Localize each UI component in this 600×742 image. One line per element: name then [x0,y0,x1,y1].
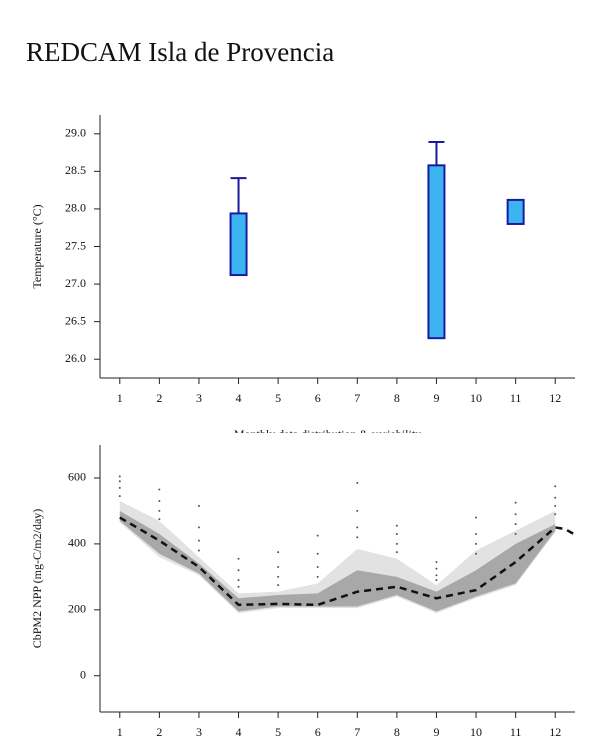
y-tick-label: 27.0 [65,276,86,290]
point [395,524,398,527]
point [118,486,121,489]
box [427,164,446,340]
point [316,575,319,578]
point [435,574,438,577]
point [197,504,200,507]
y-axis-label: CbPM2 NPP (mg-C/m2/day) [30,509,44,649]
x-tick-label: 9 [433,391,439,405]
x-tick-label: 12 [549,725,561,739]
point [514,523,517,526]
point [158,518,161,521]
point [277,565,280,568]
y-tick-label: 26.5 [65,313,86,327]
point [475,533,478,535]
x-tick-label: 10 [470,725,482,739]
x-tick-label: 7 [354,391,360,405]
point [158,500,161,503]
y-tick-label: 28.0 [65,201,86,215]
x-tick-label: 5 [275,391,281,405]
mean-line [119,516,576,607]
point [158,488,161,491]
point [158,509,161,512]
point [395,533,398,535]
band [119,510,556,612]
point [197,526,200,529]
x-axis-label: Monthly data distribution & variability [234,427,421,441]
point [237,557,240,560]
x-tick-label: 8 [394,391,400,405]
x-tick-label: 1 [117,391,123,405]
x-tick-label: 1 [117,725,123,739]
y-tick-label: 0 [80,667,86,681]
x-tick-label: 8 [394,725,400,739]
point [356,536,359,539]
point [118,495,121,498]
point [277,551,280,554]
x-tick-label: 12 [549,391,561,405]
point [356,526,359,529]
point [475,552,478,555]
point [475,516,478,519]
y-tick-label: 29.0 [65,126,86,140]
x-tick-label: 2 [156,391,162,405]
point [356,481,359,484]
point [554,513,557,516]
y-tick-label: 26.0 [65,351,86,365]
point [395,542,398,545]
box [506,198,525,225]
point [554,504,557,507]
y-tick-label: 200 [68,602,86,616]
point [395,551,398,554]
point [237,585,240,588]
point [554,485,557,488]
y-tick-label: 400 [68,536,86,550]
box [229,212,248,277]
point [118,475,121,478]
x-tick-label: 10 [470,391,482,405]
y-tick-label: 28.5 [65,163,86,177]
point [197,549,200,552]
point [316,534,319,537]
x-tick-label: 6 [315,391,321,405]
x-tick-label: 3 [196,391,202,405]
point [435,567,438,570]
point [356,509,359,512]
x-tick-label: 7 [354,725,360,739]
point [237,569,240,572]
x-tick-label: 3 [196,725,202,739]
band [119,501,556,614]
point [514,533,517,535]
point [435,579,438,582]
x-tick-label: 5 [275,725,281,739]
point [475,542,478,545]
point [514,501,517,504]
point [316,552,319,555]
point [554,496,557,499]
y-tick-label: 600 [68,470,86,484]
point [197,539,200,542]
temperature-chart: 26.026.527.027.528.028.529.01 2 3 4 5 6 7 8 9 10 1… [30,115,575,441]
x-tick-label: 4 [236,725,242,739]
point [435,561,438,564]
x-tick-label: 9 [433,725,439,739]
x-tick-label: 2 [156,725,162,739]
point [316,565,319,568]
y-axis-label: Temperature (°C) [30,204,44,288]
x-tick-label: 4 [236,391,242,405]
x-tick-label: 11 [510,391,522,405]
point [237,579,240,582]
x-tick-label: 11 [510,725,522,739]
page-title: REDCAM Isla de Provencia [26,37,334,67]
point [277,584,280,587]
y-tick-label: 27.5 [65,238,86,252]
x-tick-label: 6 [315,725,321,739]
point [118,480,121,483]
point [277,575,280,578]
point [514,513,517,516]
